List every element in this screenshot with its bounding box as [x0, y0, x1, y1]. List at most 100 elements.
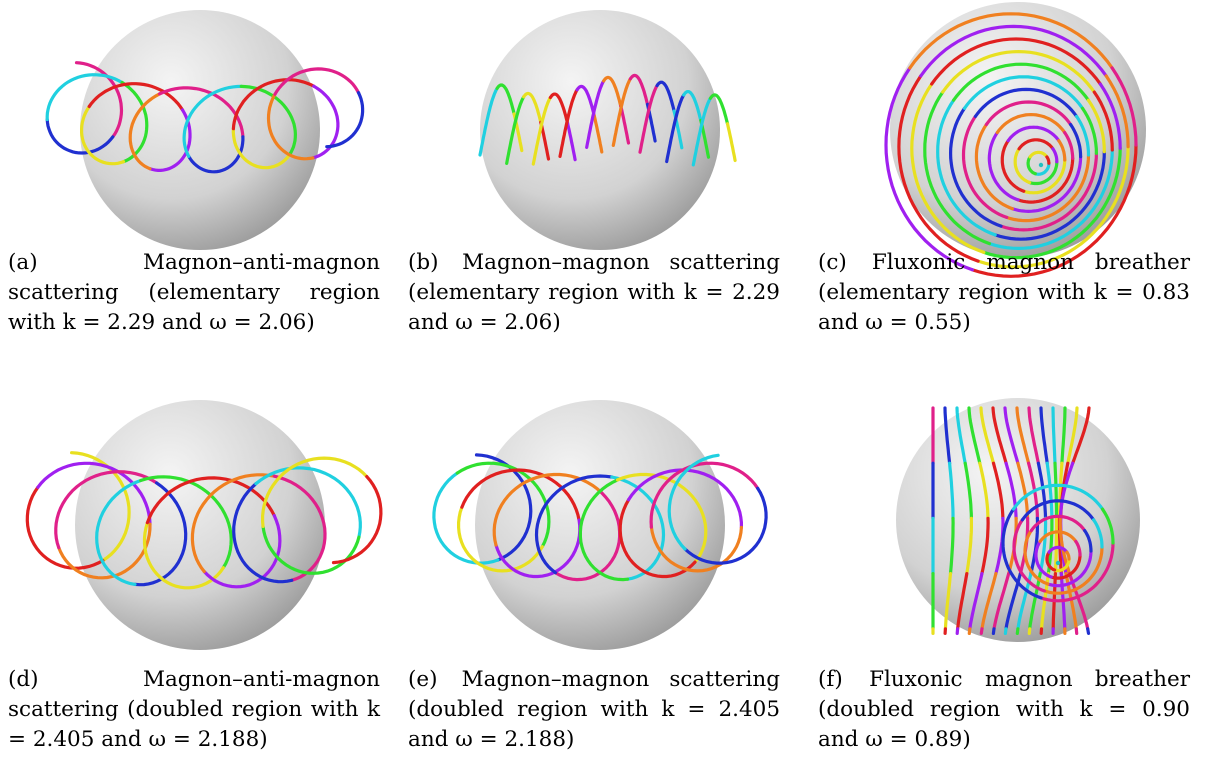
- trajectory-curve: [139, 475, 233, 570]
- trajectory-curve: [128, 92, 162, 171]
- trajectory-arch: [592, 113, 604, 154]
- trajectory-ring: [987, 148, 1114, 251]
- caption-text-c: Fluxonic magnon breather (elementary reg…: [818, 250, 1197, 335]
- trajectory-ring: [930, 37, 1102, 86]
- trajectory-line: [948, 461, 955, 520]
- trajectory-line: [1039, 406, 1049, 465]
- sphere-body: [80, 10, 320, 250]
- trajectory-curve: [311, 84, 340, 160]
- trajectory-ring: [1020, 499, 1096, 522]
- trajectory-arch: [638, 84, 659, 154]
- trajectory-ring: [1042, 545, 1104, 595]
- trajectory-ring: [961, 114, 1009, 219]
- trajectory-arch: [611, 77, 632, 147]
- sphere-trajectory-e: [432, 400, 768, 650]
- trajectory-curve: [261, 456, 369, 528]
- trajectory-ring: [962, 75, 1085, 110]
- trajectory-line: [968, 572, 984, 631]
- trajectory-arch: [565, 121, 577, 162]
- trajectory-ring: [1000, 139, 1026, 193]
- trajectory-arch: [665, 93, 686, 164]
- sphere-plot-e: [432, 393, 768, 658]
- trajectory-arch: [682, 89, 703, 122]
- trajectory-ring: [936, 98, 997, 237]
- trajectory-curve: [95, 478, 143, 586]
- caption-c: (c) Fluxonic magnon breather (elementary…: [818, 248, 1190, 338]
- trajectory-ring: [1104, 74, 1130, 149]
- trajectory-curve: [627, 468, 743, 530]
- trajectory-ring: [1005, 153, 1091, 223]
- trajectory-line: [965, 516, 973, 576]
- trajectory-curve: [325, 91, 365, 149]
- trajectory-arch: [725, 122, 737, 163]
- trajectory-line: [979, 627, 984, 635]
- trajectory-ring: [1006, 125, 1061, 143]
- trajectory-line: [967, 406, 982, 465]
- trajectory-line: [1036, 461, 1048, 520]
- trajectory-line: [1038, 516, 1048, 576]
- trajectory-ring: [995, 112, 1067, 135]
- trajectory-ring: [908, 12, 1114, 70]
- trajectory-ring: [948, 106, 1003, 228]
- trajectory-line: [955, 406, 967, 465]
- trajectory-curve: [145, 476, 276, 525]
- trajectory-ring: [1034, 539, 1053, 579]
- trajectory-arch: [691, 96, 712, 167]
- trajectory-curve: [494, 518, 582, 579]
- trajectory-arch: [619, 104, 631, 145]
- trajectory-curve: [331, 475, 383, 565]
- trajectory-curve: [261, 524, 361, 575]
- sphere-plot-c: [883, 0, 1153, 278]
- trajectory-ring: [1075, 114, 1091, 157]
- trajectory-ring: [1053, 557, 1071, 573]
- trajectory-ring: [999, 151, 1098, 232]
- trajectory-ring: [1100, 507, 1115, 545]
- trajectory-curve: [182, 84, 243, 158]
- trajectory-arch: [531, 95, 552, 166]
- trajectory-curve: [148, 108, 192, 172]
- trajectory-ring: [1028, 150, 1049, 159]
- trajectory-ring: [1012, 518, 1046, 593]
- trajectory-arch: [602, 75, 623, 108]
- trajectory-curve: [231, 78, 316, 131]
- trajectory-ring: [1051, 147, 1059, 164]
- trajectory-curve: [232, 482, 294, 584]
- trajectory-curve: [142, 521, 225, 590]
- trajectory-ring: [1026, 155, 1037, 176]
- trajectory-curve: [618, 498, 697, 579]
- trajectory-line: [1027, 406, 1040, 465]
- trajectory-curve: [74, 61, 124, 139]
- sphere-plot-d: [25, 393, 383, 658]
- trajectory-ring: [1110, 66, 1138, 147]
- sphere-plot-b: [460, 5, 740, 255]
- trajectory-line: [994, 516, 1005, 576]
- trajectory-line: [1045, 461, 1054, 520]
- sphere-trajectory-a: [45, 10, 365, 250]
- trajectory-curve: [455, 461, 551, 549]
- trajectory-line: [979, 406, 996, 465]
- trajectory-curve: [667, 453, 720, 551]
- trajectory-line: [1015, 627, 1020, 635]
- sphere-trajectory-d: [25, 400, 383, 650]
- trajectory-ring: [941, 49, 1096, 94]
- trajectory-curve: [45, 117, 115, 155]
- trajectory-ring: [970, 143, 1138, 278]
- caption-label-e: (e): [408, 667, 438, 692]
- trajectory-line: [991, 627, 996, 635]
- trajectory-arch: [575, 84, 596, 117]
- pole-marker: [1055, 560, 1061, 566]
- trajectory-line: [1066, 406, 1079, 465]
- caption-a: (a) Magnon–anti-magnon scattering (eleme…: [8, 248, 380, 338]
- trajectory-curve: [457, 505, 544, 573]
- trajectory-curve: [266, 92, 315, 161]
- trajectory-ring: [923, 90, 992, 246]
- trajectory-curve: [54, 470, 159, 550]
- caption-label-a: (a): [8, 250, 38, 275]
- caption-text-e: Magnon–magnon scattering (doubled region…: [408, 667, 787, 752]
- trajectory-arch: [478, 86, 499, 157]
- trajectory-curve: [36, 461, 152, 526]
- trajectory-curve: [553, 491, 622, 582]
- trajectory-line: [943, 572, 953, 631]
- trajectory-arch: [558, 88, 579, 158]
- trajectory-curve: [474, 453, 533, 562]
